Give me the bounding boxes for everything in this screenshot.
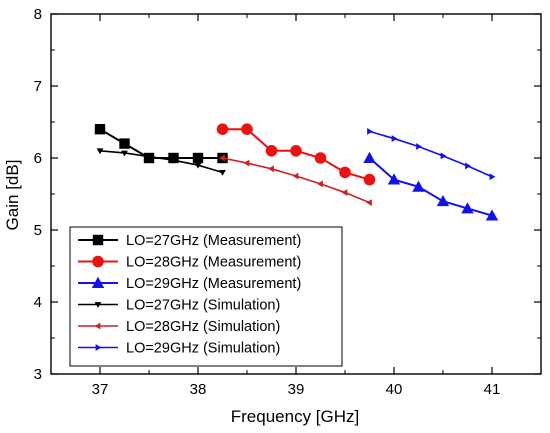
series-4-point (170, 157, 177, 164)
series-1 (94, 124, 228, 164)
x-tick-label: 37 (92, 381, 109, 398)
legend-label: LO=27GHz (Simulation) (126, 298, 280, 314)
series-6-point (465, 162, 471, 170)
y-tick-label: 5 (34, 222, 42, 239)
series-5-point (317, 180, 323, 188)
y-tick-label: 4 (34, 294, 42, 311)
series-4 (96, 148, 226, 176)
x-tick-label: 40 (386, 381, 403, 398)
series-3-line (368, 157, 493, 217)
series-3-point (363, 151, 376, 163)
series-6-point (391, 135, 398, 142)
legend-entry: LO=29GHz (Simulation) (78, 341, 280, 357)
series-2-point (339, 166, 351, 179)
series-1-line (99, 128, 223, 159)
series-2-point (216, 123, 229, 135)
series-5-line (222, 157, 370, 204)
series-3-point (412, 180, 425, 192)
series-6-point (416, 143, 422, 150)
series-3-point (461, 202, 474, 214)
x-tick-label: 38 (190, 381, 207, 398)
series-6-point (440, 152, 447, 160)
legend-label: LO=28GHz (Simulation) (126, 319, 280, 335)
series-5 (219, 154, 372, 207)
series-3-point (387, 173, 401, 185)
series-5-point (341, 189, 348, 196)
series-5-point (268, 165, 274, 173)
x-tick-label: 39 (288, 381, 305, 398)
series-1-point (119, 138, 130, 149)
series-6-point (489, 173, 496, 181)
legend-swatch-marker (92, 255, 104, 268)
series-2-point (241, 123, 253, 135)
legend-swatch-marker (95, 344, 102, 351)
legend-label: LO=28GHz (Measurement) (126, 255, 301, 271)
series-6-line (369, 130, 493, 178)
x-tick-label: 41 (484, 381, 501, 398)
series-3 (363, 151, 499, 221)
legend-swatch-marker (94, 302, 102, 308)
series-1-point (94, 124, 106, 135)
series-4-point (194, 162, 202, 169)
y-tick-label: 8 (34, 6, 42, 23)
legend-entry: LO=28GHz (Simulation) (78, 319, 280, 335)
series-2-point (363, 173, 376, 186)
series-4-point (219, 170, 226, 176)
legend-entry: LO=27GHz (Measurement) (78, 233, 301, 249)
legend-label: LO=29GHz (Measurement) (126, 276, 301, 292)
x-axis-label: Frequency [GHz] (231, 407, 360, 426)
y-axis-label: Gain [dB] (3, 160, 22, 231)
legend-entry: LO=27GHz (Simulation) (78, 298, 280, 314)
series-2-point (314, 152, 327, 164)
series-5-point (243, 159, 250, 167)
series-3-point (485, 209, 499, 221)
y-tick-label: 3 (34, 366, 42, 383)
series-4-line (99, 150, 223, 174)
axes-layer: 37 38 39 40 41 3 4 5 6 7 8 (34, 6, 542, 398)
legend-box (69, 226, 343, 367)
legend-label: LO=27GHz (Measurement) (126, 233, 301, 249)
y-tick-label: 7 (34, 78, 42, 95)
legend-entry: LO=29GHz (Measurement) (78, 276, 301, 292)
series-5-point (366, 199, 372, 207)
y-tick-label: 6 (34, 150, 42, 167)
plot-layer (94, 123, 499, 221)
series-4-point (96, 148, 104, 155)
series-6 (367, 127, 496, 181)
series-1-point (192, 152, 204, 164)
legend-entry: LO=28GHz (Measurement) (78, 255, 301, 271)
legend: LO=27GHz (Measurement) LO=28GHz (Measurem… (69, 226, 343, 367)
legend-swatch-marker (91, 276, 105, 288)
series-4-point (145, 154, 153, 160)
series-5-point (219, 154, 225, 162)
series-3-point (436, 195, 450, 207)
series-4-point (121, 150, 128, 157)
legend-label: LO=29GHz (Simulation) (126, 341, 280, 357)
legend-swatch-marker (94, 322, 101, 330)
series-2 (216, 123, 376, 186)
series-5-point (292, 172, 299, 180)
series-6-point (367, 127, 373, 135)
legend-swatch-marker (92, 234, 104, 246)
series-2-point (290, 145, 302, 157)
series-2-point (265, 145, 278, 157)
